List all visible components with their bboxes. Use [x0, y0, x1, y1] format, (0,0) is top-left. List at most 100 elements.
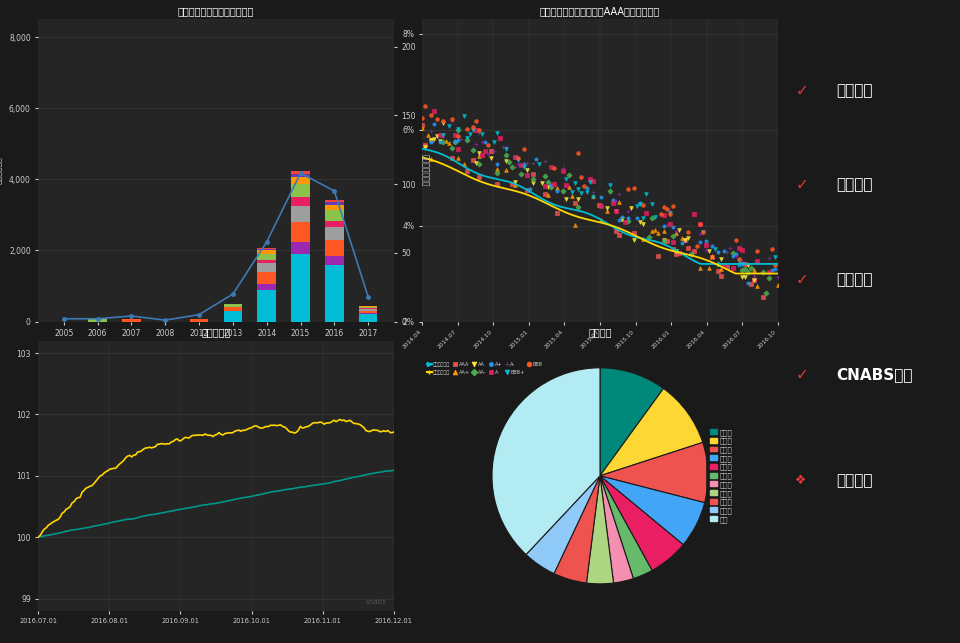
Point	[636, 234, 651, 244]
Text: 机构份额: 机构份额	[836, 272, 873, 287]
Point	[609, 195, 624, 206]
Point	[675, 237, 690, 248]
Point	[460, 133, 475, 143]
Point	[722, 243, 737, 253]
Point	[474, 150, 490, 160]
Point	[648, 212, 663, 222]
Point	[442, 138, 457, 149]
Bar	[291, 206, 310, 222]
Point	[570, 184, 586, 194]
Legend: 一年期企业债, 两年期企业债, AAA, AA+, AA, AA-, A+, A, A-, BBB+, BBB: 一年期企业债, 两年期企业债, AAA, AA+, AA, AA-, A+, A…	[425, 360, 545, 377]
Point	[420, 130, 436, 140]
Point	[442, 121, 457, 131]
Point	[447, 136, 463, 147]
Point	[657, 202, 672, 212]
Point	[490, 128, 505, 138]
Point	[689, 240, 705, 251]
Point	[764, 244, 780, 254]
Point	[546, 163, 562, 173]
Point	[627, 183, 642, 193]
Point	[528, 154, 543, 165]
Point	[737, 273, 753, 283]
Bar	[359, 307, 377, 308]
Point	[507, 162, 522, 172]
Point	[636, 219, 651, 229]
Point	[468, 139, 484, 149]
Point	[627, 235, 642, 245]
Point	[460, 123, 475, 134]
Wedge shape	[526, 476, 600, 574]
Point	[561, 182, 576, 192]
Point	[638, 189, 654, 199]
Point	[692, 237, 708, 247]
Point	[450, 152, 466, 163]
Bar	[88, 320, 107, 322]
Point	[662, 208, 678, 218]
Point	[621, 183, 636, 194]
Point	[463, 129, 478, 139]
Wedge shape	[600, 476, 684, 570]
Point	[558, 179, 573, 190]
Point	[638, 208, 654, 218]
Point	[678, 235, 693, 245]
Point	[708, 244, 723, 254]
Bar	[325, 221, 344, 227]
Point	[531, 159, 546, 169]
Point	[668, 249, 684, 259]
Wedge shape	[587, 476, 613, 584]
Bar	[224, 304, 242, 307]
Point	[495, 141, 511, 152]
Bar	[257, 260, 276, 263]
Wedge shape	[600, 476, 652, 579]
Point	[418, 102, 433, 112]
Point	[761, 273, 777, 283]
Point	[633, 199, 648, 209]
Point	[662, 219, 678, 229]
Point	[573, 188, 588, 199]
Point	[516, 159, 532, 169]
Point	[633, 197, 648, 208]
Point	[725, 248, 740, 258]
Point	[644, 199, 660, 209]
Point	[423, 154, 439, 165]
Bar	[325, 265, 344, 322]
Text: 细分市场: 细分市场	[836, 177, 873, 192]
Point	[612, 230, 627, 240]
Point	[713, 254, 729, 264]
Wedge shape	[600, 476, 634, 583]
Point	[732, 257, 747, 267]
Point	[492, 133, 508, 143]
Bar	[325, 210, 344, 221]
Point	[617, 217, 633, 227]
Point	[516, 144, 532, 154]
Point	[657, 221, 672, 231]
Point	[746, 275, 761, 285]
Point	[654, 209, 669, 219]
Point	[450, 125, 466, 135]
Point	[743, 278, 758, 289]
Point	[555, 166, 570, 176]
Point	[558, 174, 573, 185]
Point	[540, 177, 556, 187]
Point	[609, 226, 624, 236]
Point	[692, 219, 708, 229]
Point	[698, 245, 713, 255]
Point	[450, 135, 466, 145]
Point	[423, 136, 439, 147]
Point	[433, 130, 448, 140]
Point	[668, 226, 684, 236]
Point	[719, 262, 734, 273]
Point	[519, 170, 535, 180]
Bar	[122, 320, 141, 322]
Point	[761, 267, 777, 277]
Point	[660, 204, 675, 214]
Point	[633, 217, 648, 227]
Point	[477, 146, 492, 156]
Point	[612, 215, 627, 226]
Point	[767, 260, 782, 270]
Point	[453, 133, 468, 143]
Point	[436, 136, 451, 147]
Point	[514, 169, 529, 179]
Point	[585, 191, 600, 201]
Bar	[291, 242, 310, 254]
